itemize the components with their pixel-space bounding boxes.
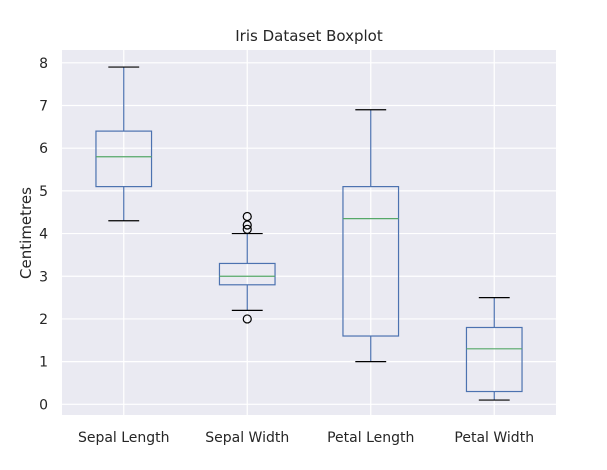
- chart-title: Iris Dataset Boxplot: [235, 27, 383, 45]
- plot-background: [62, 50, 556, 415]
- outlier-point: [242, 314, 252, 324]
- y-tick-label: 6: [39, 141, 48, 157]
- plot-area: 0 1 2 3 4 5 6 7 8 Sepal Length Sepal Width Petal Le…: [39, 50, 556, 446]
- y-tick-label: 4: [39, 227, 48, 243]
- y-tick-label: 7: [39, 98, 48, 114]
- box-group: [218, 211, 276, 324]
- x-tick-label: Petal Width: [454, 430, 534, 446]
- y-tick-label: 3: [39, 269, 48, 285]
- y-tick-label: 1: [39, 355, 48, 371]
- box-rect: [218, 262, 276, 286]
- y-tick-label: 5: [39, 184, 48, 200]
- x-tick-label: Petal Length: [327, 430, 414, 446]
- box-rect: [465, 326, 523, 393]
- x-tick-label: Sepal Length: [78, 430, 170, 446]
- y-tick-label: 8: [39, 56, 48, 72]
- box-group: [465, 297, 523, 401]
- y-axis-label: Centimetres: [17, 187, 35, 279]
- box-rect: [95, 130, 153, 188]
- y-tick-label: 0: [39, 397, 48, 413]
- box-rect: [342, 186, 400, 337]
- box-group: [342, 109, 400, 363]
- outlier-point: [242, 211, 252, 222]
- box-group: [95, 66, 153, 222]
- y-tick-label: 2: [39, 312, 48, 328]
- outlier-point: [242, 224, 252, 234]
- x-tick-label: Sepal Width: [205, 430, 289, 446]
